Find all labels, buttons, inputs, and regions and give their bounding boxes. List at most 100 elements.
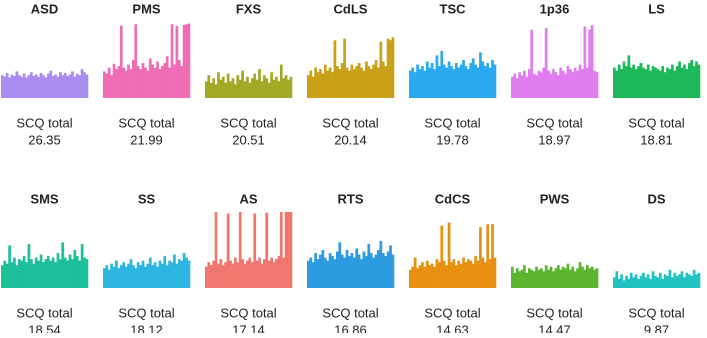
score-label: SCQ total: [424, 115, 480, 130]
bar: [585, 67, 589, 98]
bar: [520, 75, 524, 98]
bar: [328, 67, 332, 98]
bar: [459, 64, 463, 98]
bar: [695, 274, 698, 288]
bar: [307, 260, 310, 288]
bar: [22, 73, 26, 98]
bar: [515, 268, 519, 288]
bar: [377, 250, 380, 288]
bar: [212, 78, 215, 98]
bar: [471, 58, 475, 98]
bar: [537, 70, 541, 98]
bar: [39, 72, 43, 98]
panel-title: RTS: [338, 191, 364, 206]
bar: [127, 263, 130, 288]
bar: [661, 66, 665, 98]
bar: [637, 278, 640, 288]
bar: [464, 262, 468, 288]
bar: [141, 63, 145, 98]
bar: [627, 55, 631, 98]
bar: [270, 257, 273, 288]
bar: [663, 72, 667, 98]
bar: [132, 60, 135, 98]
panel-title: PMS: [132, 1, 161, 16]
bar: [440, 225, 444, 288]
bar: [481, 61, 485, 98]
bar: [117, 66, 121, 98]
bar: [617, 64, 621, 98]
bar: [352, 69, 356, 98]
bar: [165, 265, 169, 288]
bar: [442, 260, 446, 288]
bar: [386, 38, 390, 98]
bar: [20, 76, 24, 98]
bar: [578, 262, 582, 288]
bar: [540, 268, 543, 288]
bar: [445, 67, 448, 98]
bar: [39, 254, 43, 288]
bar: [319, 69, 322, 98]
bar: [250, 78, 254, 98]
bar: [338, 69, 342, 98]
bar: [231, 78, 235, 98]
bar: [156, 61, 159, 98]
bar: [389, 245, 392, 288]
bar: [180, 260, 184, 288]
bar: [122, 67, 126, 98]
bar: [639, 275, 643, 288]
bar: [549, 266, 553, 288]
bar: [644, 69, 648, 98]
score-value: 20.51: [232, 132, 265, 147]
bar: [229, 260, 232, 288]
bar: [168, 260, 171, 288]
bar: [217, 72, 220, 98]
bar: [1, 75, 4, 98]
bar: [348, 70, 351, 98]
score-label: SCQ total: [118, 305, 174, 320]
bar: [253, 213, 257, 288]
bar: [54, 74, 57, 98]
bar: [1, 265, 4, 288]
bar: [44, 77, 48, 98]
bar: [107, 269, 111, 288]
bar: [34, 257, 38, 288]
bar: [518, 271, 521, 288]
bar: [326, 260, 330, 288]
bar: [265, 212, 269, 288]
bar: [438, 66, 441, 98]
bar: [486, 63, 490, 98]
bar: [272, 262, 276, 288]
bar: [379, 240, 383, 288]
bar: [30, 72, 33, 98]
bar: [384, 256, 388, 288]
bar: [224, 82, 228, 98]
bar: [151, 265, 155, 288]
bar: [163, 256, 167, 288]
bar: [547, 70, 550, 98]
bar: [255, 79, 259, 98]
bar: [564, 268, 567, 288]
bar: [367, 243, 371, 288]
bar: [284, 212, 288, 288]
bar: [85, 74, 89, 98]
bar: [527, 69, 531, 98]
bar: [68, 254, 72, 288]
bar: [27, 75, 31, 98]
bar: [622, 61, 626, 98]
bar: [314, 67, 317, 98]
bar: [588, 268, 592, 288]
score-value: 18.81: [640, 132, 673, 147]
bar: [231, 263, 235, 288]
bar: [49, 70, 53, 98]
bar: [54, 262, 57, 288]
bar: [214, 84, 218, 98]
bar: [425, 61, 429, 98]
bar: [209, 265, 213, 288]
bar: [535, 75, 538, 98]
score-label: SCQ total: [16, 115, 72, 130]
bar: [219, 259, 223, 288]
bar: [180, 66, 184, 98]
bar: [425, 260, 429, 288]
bar: [467, 259, 470, 288]
